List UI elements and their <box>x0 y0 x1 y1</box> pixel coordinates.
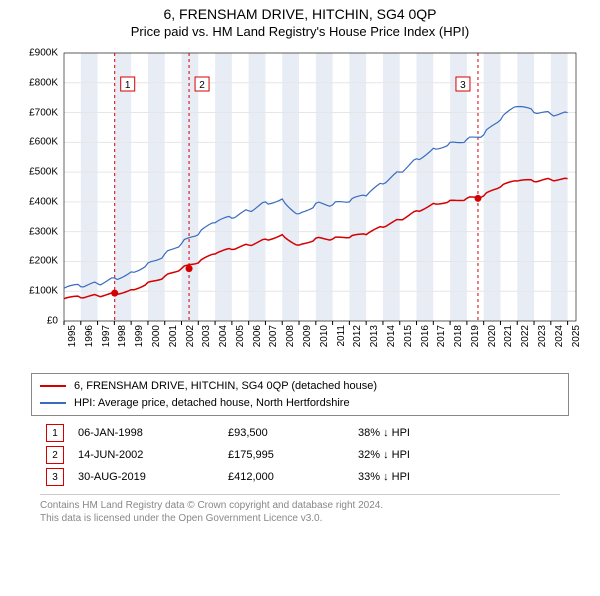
event-badge: 3 <box>46 468 64 486</box>
event-delta: 33% ↓ HPI <box>358 471 468 483</box>
footer-line-2: This data is licensed under the Open Gov… <box>40 512 560 525</box>
footer-line-1: Contains HM Land Registry data © Crown c… <box>40 499 560 512</box>
x-tick-label: 2022 <box>520 325 531 355</box>
x-tick-label: 2021 <box>503 325 514 355</box>
y-tick-label: £800K <box>29 77 58 88</box>
svg-text:1: 1 <box>125 80 131 91</box>
x-tick-label: 2016 <box>420 325 431 355</box>
legend-label: 6, FRENSHAM DRIVE, HITCHIN, SG4 0QP (det… <box>74 378 377 395</box>
event-price: £412,000 <box>228 471 358 483</box>
price-chart: 1 2 3 <box>20 45 580 365</box>
x-tick-label: 2009 <box>302 325 313 355</box>
event-price: £93,500 <box>228 427 358 439</box>
x-tick-label: 2008 <box>285 325 296 355</box>
event-date: 06-JAN-1998 <box>78 427 228 439</box>
event-badge: 2 <box>46 446 64 464</box>
y-tick-label: £100K <box>29 286 58 297</box>
page-subtitle: Price paid vs. HM Land Registry's House … <box>0 24 600 39</box>
legend-swatch <box>40 385 66 387</box>
x-tick-label: 2023 <box>537 325 548 355</box>
legend-label: HPI: Average price, detached house, Nort… <box>74 395 350 412</box>
x-tick-label: 2002 <box>185 325 196 355</box>
event-delta: 32% ↓ HPI <box>358 449 468 461</box>
chart-container: 1 2 3 £0 £100K £200K £300K £400K £500K £600K £700… <box>20 45 580 365</box>
page-title: 6, FRENSHAM DRIVE, HITCHIN, SG4 0QP <box>0 6 600 22</box>
x-tick-label: 2003 <box>201 325 212 355</box>
y-tick-label: £700K <box>29 107 58 118</box>
y-tick-label: £900K <box>29 48 58 59</box>
y-tick-label: £600K <box>29 137 58 148</box>
x-tick-label: 2006 <box>252 325 263 355</box>
legend-item: 6, FRENSHAM DRIVE, HITCHIN, SG4 0QP (det… <box>40 378 560 395</box>
x-tick-label: 2025 <box>571 325 582 355</box>
x-tick-label: 1998 <box>117 325 128 355</box>
svg-text:2: 2 <box>199 80 205 91</box>
x-tick-label: 1997 <box>101 325 112 355</box>
x-tick-label: 2010 <box>319 325 330 355</box>
x-tick-label: 2015 <box>403 325 414 355</box>
x-tick-label: 1996 <box>84 325 95 355</box>
x-tick-label: 2017 <box>436 325 447 355</box>
y-tick-label: £300K <box>29 226 58 237</box>
x-tick-label: 2019 <box>470 325 481 355</box>
x-tick-label: 1999 <box>134 325 145 355</box>
x-tick-label: 2004 <box>218 325 229 355</box>
y-tick-label: £0 <box>47 316 58 327</box>
y-tick-label: £400K <box>29 196 58 207</box>
event-badge: 1 <box>46 424 64 442</box>
x-tick-label: 2007 <box>268 325 279 355</box>
y-tick-label: £500K <box>29 167 58 178</box>
x-tick-label: 2005 <box>235 325 246 355</box>
x-tick-label: 2012 <box>352 325 363 355</box>
legend: 6, FRENSHAM DRIVE, HITCHIN, SG4 0QP (det… <box>31 373 569 416</box>
event-date: 30-AUG-2019 <box>78 471 228 483</box>
x-tick-label: 2001 <box>168 325 179 355</box>
event-delta: 38% ↓ HPI <box>358 427 468 439</box>
x-tick-label: 2013 <box>369 325 380 355</box>
x-tick-label: 2000 <box>151 325 162 355</box>
event-row: 2 14-JUN-2002£175,99532% ↓ HPI <box>40 444 560 466</box>
x-tick-label: 2024 <box>554 325 565 355</box>
x-tick-label: 1995 <box>67 325 78 355</box>
footer: Contains HM Land Registry data © Crown c… <box>40 494 560 525</box>
events-table: 1 06-JAN-1998£93,50038% ↓ HPI 2 14-JUN-2002… <box>40 422 560 488</box>
x-tick-label: 2018 <box>453 325 464 355</box>
x-tick-label: 2014 <box>386 325 397 355</box>
event-row: 1 06-JAN-1998£93,50038% ↓ HPI <box>40 422 560 444</box>
x-tick-label: 2011 <box>336 325 347 355</box>
y-tick-label: £200K <box>29 256 58 267</box>
legend-item: HPI: Average price, detached house, Nort… <box>40 395 560 412</box>
x-tick-label: 2020 <box>487 325 498 355</box>
event-row: 3 30-AUG-2019£412,00033% ↓ HPI <box>40 466 560 488</box>
event-date: 14-JUN-2002 <box>78 449 228 461</box>
legend-swatch <box>40 402 66 404</box>
svg-text:3: 3 <box>460 80 466 91</box>
event-price: £175,995 <box>228 449 358 461</box>
